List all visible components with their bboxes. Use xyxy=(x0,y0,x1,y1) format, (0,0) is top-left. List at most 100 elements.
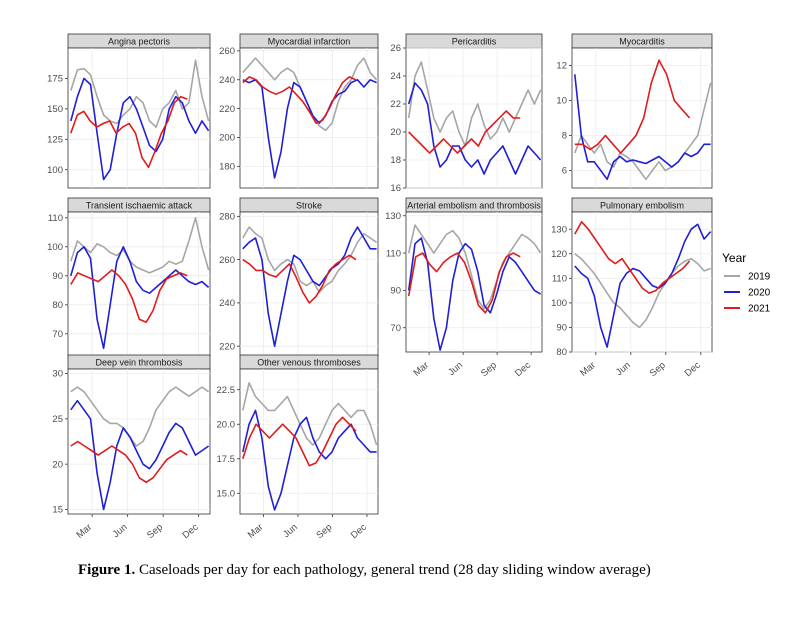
x-tick-label: Dec xyxy=(181,522,201,541)
y-tick-label: 24 xyxy=(390,71,401,82)
series-line-2019 xyxy=(70,59,210,128)
figure-canvas: Angina pectoris 100 125 150 175 Myocardial in… xyxy=(47,33,771,541)
series-line-2021 xyxy=(408,110,521,154)
panel-8: Deep vein thrombosis 15 20 25 30 Mar Jun Sep Dec xyxy=(52,354,211,541)
series-line-2019 xyxy=(407,224,542,310)
y-tick-label: 120 xyxy=(551,249,567,260)
y-tick-label: 130 xyxy=(385,211,401,222)
panel-title: Deep vein thrombosis xyxy=(95,358,183,368)
panel-title: Pericarditis xyxy=(452,37,497,47)
plot-area xyxy=(571,47,713,189)
series-line-2021 xyxy=(407,252,521,314)
series-line-2021 xyxy=(242,254,357,304)
panel-title: Angina pectoris xyxy=(108,37,171,47)
x-tick-label: Mar xyxy=(74,522,94,541)
y-tick-label: 200 xyxy=(219,133,235,144)
y-tick-label: 17.5 xyxy=(217,454,236,465)
figure-caption: Figure 1. Caseloads per day for each pat… xyxy=(78,562,651,579)
panel-title: Other venous thromboses xyxy=(257,358,361,368)
y-tick-label: 220 xyxy=(219,104,235,115)
y-tick-label: 70 xyxy=(52,329,63,340)
y-tick-label: 25 xyxy=(52,414,63,425)
x-tick-label: Dec xyxy=(513,360,533,379)
panel-1: Myocardial infarction 180 200 220 240 260 xyxy=(219,33,379,189)
y-tick-label: 180 xyxy=(219,162,235,173)
x-tick-label: Sep xyxy=(314,522,334,541)
y-tick-label: 26 xyxy=(390,43,401,54)
series-line-2019 xyxy=(574,253,711,329)
x-tick-label: Dec xyxy=(683,360,703,379)
y-tick-label: 240 xyxy=(219,298,235,309)
x-tick-label: Mar xyxy=(578,360,598,379)
series-line-2019 xyxy=(70,217,210,274)
series-line-2021 xyxy=(70,269,188,324)
caption-text: Caseloads per day for each pathology, ge… xyxy=(138,562,651,578)
y-tick-label: 90 xyxy=(556,323,567,334)
panel-0: Angina pectoris 100 125 150 175 xyxy=(47,33,211,189)
series-line-2020 xyxy=(407,82,542,175)
x-tick-label: Sep xyxy=(648,360,668,379)
y-tick-label: 280 xyxy=(219,212,235,223)
panel-title: Myocarditis xyxy=(619,37,665,47)
y-tick-label: 240 xyxy=(219,75,235,86)
y-tick-label: 80 xyxy=(52,300,63,311)
y-tick-label: 20.0 xyxy=(217,419,236,430)
series-line-2020 xyxy=(70,246,210,350)
series-line-2020 xyxy=(242,79,377,179)
panel-9: Other venous thromboses 15.0 17.5 20.0 22.5 M… xyxy=(217,354,379,541)
y-tick-label: 220 xyxy=(219,341,235,352)
y-tick-label: 20 xyxy=(390,127,401,138)
plot-area xyxy=(405,47,543,189)
y-tick-label: 90 xyxy=(390,286,401,297)
x-tick-label: Mar xyxy=(411,360,431,379)
panel-title: Arterial embolism and thrombosis xyxy=(407,201,541,211)
caption-label: Figure 1. xyxy=(78,562,136,578)
x-tick-label: Mar xyxy=(246,522,266,541)
series-line-2020 xyxy=(242,226,377,348)
series-line-2020 xyxy=(407,237,542,351)
legend-label-2019: 2019 xyxy=(748,272,771,283)
series-line-2019 xyxy=(574,82,712,181)
series-line-2020 xyxy=(574,74,711,181)
y-tick-label: 260 xyxy=(219,46,235,57)
y-tick-label: 15 xyxy=(52,505,63,516)
y-tick-label: 6 xyxy=(562,166,567,177)
series-line-2021 xyxy=(574,221,691,294)
series-line-2019 xyxy=(242,226,378,293)
y-tick-label: 100 xyxy=(47,165,63,176)
y-tick-label: 175 xyxy=(47,74,63,85)
y-tick-label: 100 xyxy=(47,242,63,253)
y-tick-label: 110 xyxy=(386,248,401,259)
series-line-2019 xyxy=(407,61,542,147)
y-tick-label: 110 xyxy=(48,213,63,224)
panel-title: Pulmonary embolism xyxy=(600,201,684,211)
y-tick-label: 10 xyxy=(556,96,567,107)
plot-area xyxy=(67,368,211,515)
x-tick-label: Sep xyxy=(479,360,499,379)
y-tick-label: 22.5 xyxy=(217,385,236,396)
x-tick-label: Jun xyxy=(614,360,633,378)
y-tick-label: 110 xyxy=(552,274,567,285)
panel-6: Arterial embolism and thrombosis 70 90 110 1… xyxy=(385,197,543,379)
panel-7: Pulmonary embolism 80 90 100 110 120 130 Mar Jun… xyxy=(551,197,713,379)
x-tick-label: Jun xyxy=(281,522,300,540)
legend-label-2020: 2020 xyxy=(748,288,771,299)
y-tick-label: 100 xyxy=(551,298,567,309)
panel-2: Pericarditis 16 18 20 22 24 26 xyxy=(390,33,543,194)
panel-title: Myocardial infarction xyxy=(268,37,351,47)
series-line-2020 xyxy=(70,77,210,181)
y-tick-label: 70 xyxy=(390,323,401,334)
x-tick-label: Dec xyxy=(349,522,369,541)
series-line-2021 xyxy=(574,59,691,154)
panel-4: Transient ischaemic attack 70 80 90 100 110 xyxy=(47,197,211,358)
x-tick-label: Sep xyxy=(145,522,165,541)
legend-label-2021: 2021 xyxy=(748,304,771,315)
x-tick-label: Jun xyxy=(111,522,130,540)
series-line-2020 xyxy=(242,409,377,511)
series-line-2019 xyxy=(242,381,378,446)
y-tick-label: 16 xyxy=(390,183,401,194)
y-tick-label: 18 xyxy=(390,155,401,166)
y-tick-label: 30 xyxy=(52,369,63,380)
y-tick-label: 80 xyxy=(556,347,567,358)
